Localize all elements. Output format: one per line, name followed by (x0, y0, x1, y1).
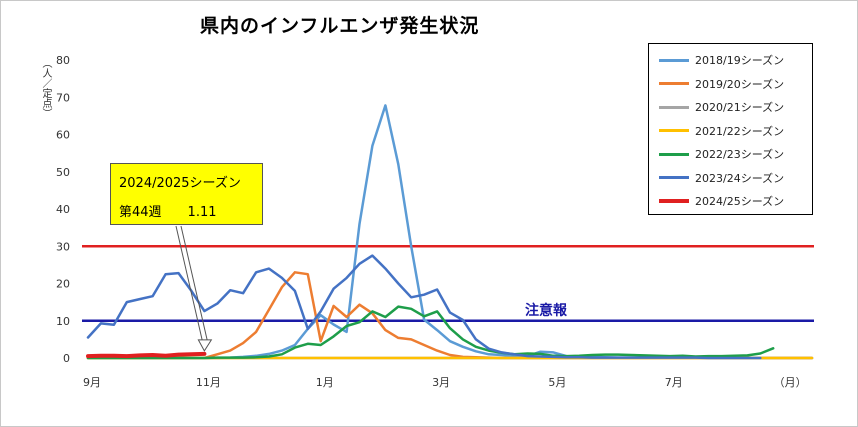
x-tick-label: 11月 (196, 376, 221, 389)
legend-swatch (659, 176, 689, 179)
y-tick-label: 10 (56, 315, 70, 328)
advisory-line-label: 注意報 (525, 303, 567, 319)
annotation-week: 第44週 (119, 205, 162, 220)
y-tick-label: 60 (56, 129, 70, 142)
x-tick-label: 3月 (432, 376, 450, 389)
y-tick-label: 50 (56, 166, 70, 179)
legend-swatch (659, 152, 689, 156)
annotation-callout: 2024/2025シーズン 第44週 1.11 (110, 163, 263, 225)
legend-label: 2024/25シーズン (695, 195, 785, 208)
y-tick-label: 0 (63, 352, 70, 365)
legend-label: 2023/24シーズン (695, 171, 785, 185)
legend-item: 2022/23シーズン (659, 146, 784, 162)
x-tick-label: 7月 (665, 376, 683, 389)
legend-item: 2018/19シーズン (659, 52, 784, 68)
legend-label: 2018/19シーズン (695, 54, 785, 67)
x-tick-label: 5月 (548, 376, 566, 389)
legend-swatch (659, 129, 689, 132)
legend: 2018/19シーズン 2019/20シーズン 2020/21シーズン 2021/22… (648, 43, 813, 215)
legend-item: 2020/21シーズン (659, 99, 784, 115)
legend-label: 2022/23シーズン (695, 148, 785, 161)
legend-label: 2020/21シーズン (695, 101, 785, 114)
y-tick-label: 70 (56, 91, 70, 104)
annotation-arrow-shaft (175, 225, 203, 341)
legend-label: 2021/22シーズン (695, 124, 785, 138)
y-axis-label: （人／定点） (40, 58, 51, 118)
legend-swatch (659, 105, 689, 109)
x-tick-label: （月） (774, 376, 807, 389)
annotation-arrow-head (197, 339, 213, 352)
y-tick-label: 40 (56, 203, 70, 216)
series-line (86, 351, 207, 359)
annotation-week-value: 第44週 1.11 (119, 201, 243, 220)
legend-item: 2024/25シーズン (659, 193, 784, 209)
x-tick-label: 1月 (316, 376, 334, 389)
legend-item: 2023/24シーズン (659, 170, 784, 186)
legend-swatch (659, 199, 689, 203)
annotation-season: 2024/2025シーズン (119, 176, 241, 191)
legend-label: 2019/20シーズン (695, 77, 785, 91)
series-line (86, 305, 775, 360)
legend-item: 2019/20シーズン (659, 76, 784, 92)
x-tick-label: 9月 (83, 376, 101, 389)
legend-item: 2021/22シーズン (659, 123, 784, 139)
legend-swatch (659, 82, 689, 85)
y-tick-label: 30 (56, 240, 70, 253)
annotation-value: 1.11 (187, 205, 217, 220)
series-line (86, 254, 762, 360)
y-tick-label: 80 (56, 54, 70, 67)
chart-title: 県内のインフルエンザ発生状況 (200, 15, 480, 37)
legend-swatch (659, 58, 689, 62)
y-tick-label: 20 (56, 278, 70, 291)
annotation-arrow-shaft (180, 225, 208, 341)
